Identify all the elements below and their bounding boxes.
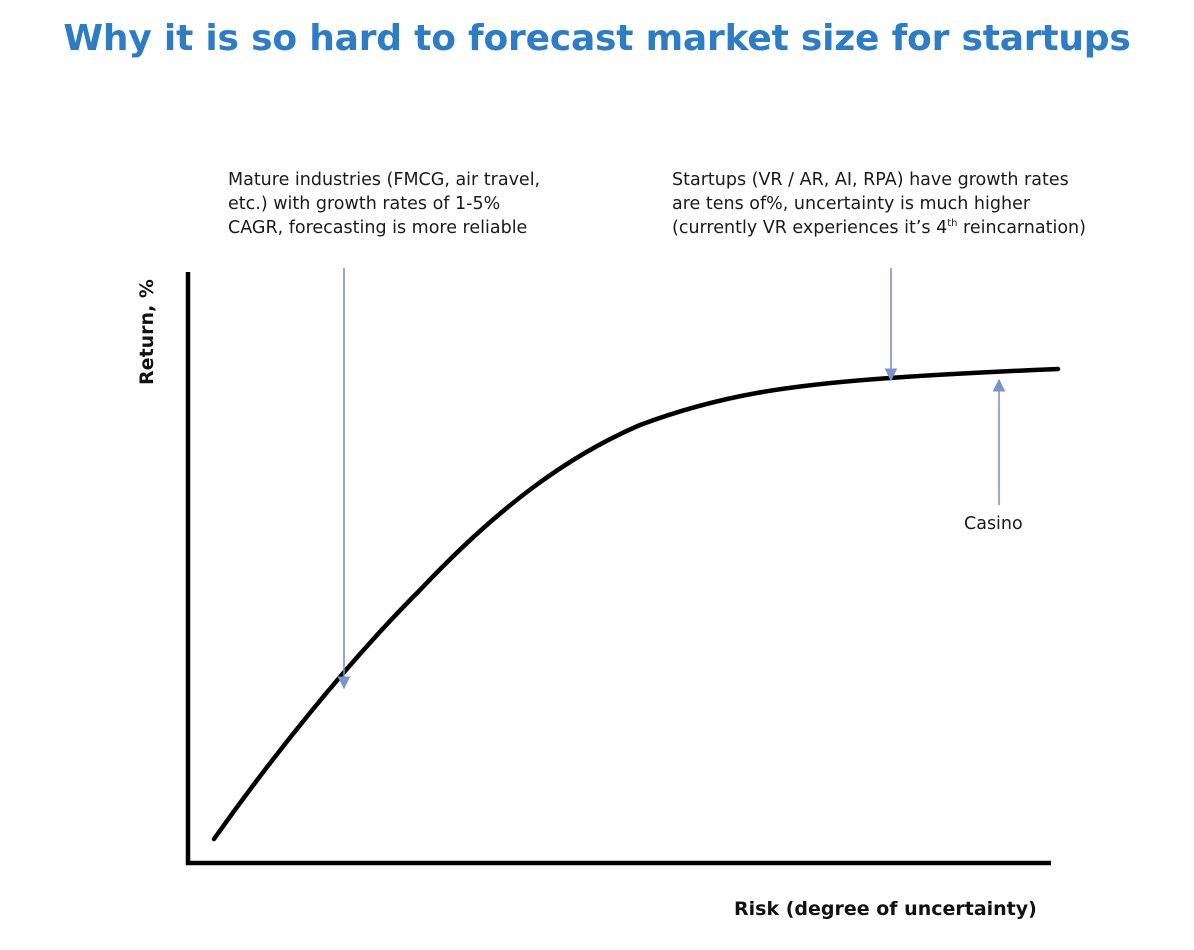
mature-note-line-3: CAGR, forecasting is more reliable xyxy=(228,218,528,238)
startups-note: Startups (VR / AR, AI, RPA) have growth … xyxy=(672,168,1086,240)
startups-note-line-2: are tens of%, uncertainty is much higher xyxy=(672,194,1031,214)
startups-note-line-1: Startups (VR / AR, AI, RPA) have growth … xyxy=(672,170,1069,190)
startups-note-line-3: (currently VR experiences it’s 4th reinc… xyxy=(672,216,1086,240)
mature-note-line-2: etc.) with growth rates of 1-5% xyxy=(228,194,501,214)
startups-note-line-3-start: (currently VR experiences it’s 4 xyxy=(672,218,948,238)
startups-note-superscript: th xyxy=(947,218,958,230)
page-title: Why it is so hard to forecast market siz… xyxy=(63,18,1131,59)
risk-return-curve xyxy=(211,366,1061,842)
mature-note-line-1: Mature industries (FMCG, air travel, xyxy=(228,170,541,190)
startups-note-line-3-end: reincarnation) xyxy=(957,218,1086,238)
casino-label: Casino xyxy=(964,514,1023,534)
mature-industries-note: Mature industries (FMCG, air travel, etc… xyxy=(228,168,540,240)
x-axis-label: Risk (degree of uncertainty) xyxy=(734,898,1037,920)
